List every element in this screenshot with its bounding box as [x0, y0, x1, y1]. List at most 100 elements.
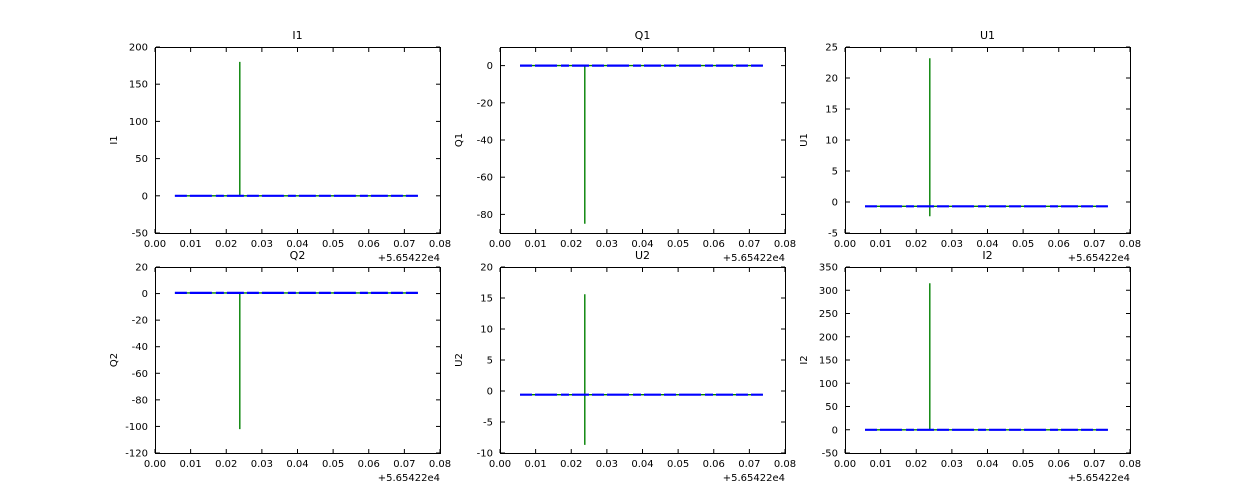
y-tick-label: 0 — [487, 61, 493, 72]
x-tick-label: 0.02 — [905, 459, 927, 470]
x-tick-label: 0.08 — [429, 459, 451, 470]
y-tick-label: -120 — [125, 449, 148, 460]
y-tick-label: -20 — [477, 98, 493, 109]
y-tick-label: 0 — [142, 289, 148, 300]
x-tick-label: 0.00 — [834, 239, 856, 250]
y-tick-label: 50 — [825, 402, 838, 413]
x-tick-label: 0.04 — [631, 239, 653, 250]
x-tick-label: 0.00 — [489, 459, 511, 470]
x-offset-label: +5.65422e4 — [1068, 473, 1130, 484]
x-offset-label: +5.65422e4 — [378, 473, 440, 484]
x-tick-label: 0.06 — [358, 459, 380, 470]
x-tick-label: 0.03 — [596, 459, 618, 470]
plot-title-i1: I1 — [292, 29, 302, 42]
y-tick-label: 0 — [832, 198, 838, 209]
y-tick-label: 150 — [819, 356, 838, 367]
x-tick-label: 0.08 — [774, 459, 796, 470]
y-tick-label: 10 — [480, 325, 493, 336]
y-tick-label: 250 — [819, 309, 838, 320]
y-tick-label: -80 — [477, 210, 493, 221]
x-tick-label: 0.00 — [834, 459, 856, 470]
x-tick-label: 0.07 — [393, 239, 415, 250]
x-tick-label: 0.01 — [179, 459, 201, 470]
y-tick-label: 50 — [135, 154, 148, 165]
y-tick-label: 200 — [129, 43, 148, 54]
y-tick-label: 200 — [819, 332, 838, 343]
x-tick-label: 0.01 — [869, 459, 891, 470]
x-tick-label: 0.00 — [489, 239, 511, 250]
y-tick-label: 100 — [129, 117, 148, 128]
x-tick-label: 0.03 — [251, 239, 273, 250]
y-axis-label-q2: Q2 — [109, 353, 120, 367]
x-tick-label: 0.02 — [560, 239, 582, 250]
x-offset-label: +5.65422e4 — [723, 473, 785, 484]
subplot-q1: 0.00 0.01 0.02 0.03 0.04 0.05 0.06 0.07 0.08 -80 -… — [454, 29, 796, 264]
x-tick-label: 0.06 — [1048, 459, 1070, 470]
model-line-i2 — [865, 283, 1108, 431]
plot-border-u1 — [845, 47, 1131, 234]
plot-border-q1 — [500, 47, 786, 234]
x-tick-label: 0.07 — [738, 239, 760, 250]
x-tick-label: 0.04 — [286, 239, 308, 250]
x-tick-label: 0.01 — [524, 459, 546, 470]
x-tick-label: 0.03 — [596, 239, 618, 250]
y-tick-label: 15 — [480, 294, 493, 305]
y-tick-label: 300 — [819, 286, 838, 297]
subplot-i1: 0.00 0.01 0.02 0.03 0.04 0.05 0.06 0.07 0.08 -50 0… — [109, 29, 451, 264]
y-tick-label: 15 — [825, 105, 838, 116]
y-tick-label: 20 — [135, 263, 148, 274]
x-tick-label: 0.05 — [1012, 459, 1034, 470]
x-tick-label: 0.05 — [322, 239, 344, 250]
subplot-i2: 0.00 0.01 0.02 0.03 0.04 0.05 0.06 0.07 0.08 -50 0… — [799, 249, 1141, 484]
y-axis-label-i1: I1 — [109, 135, 120, 144]
x-tick-label: 0.04 — [976, 239, 998, 250]
x-offset-label: +5.65422e4 — [378, 253, 440, 264]
x-tick-label: 0.02 — [215, 459, 237, 470]
model-line-u2 — [520, 294, 763, 445]
x-tick-label: 0.05 — [667, 459, 689, 470]
x-tick-label: 0.07 — [738, 459, 760, 470]
x-tick-label: 0.04 — [631, 459, 653, 470]
x-offset-label: +5.65422e4 — [723, 253, 785, 264]
x-offset-label: +5.65422e4 — [1068, 253, 1130, 264]
x-tick-label: 0.05 — [1012, 239, 1034, 250]
y-tick-label: -50 — [822, 449, 838, 460]
subplot-u1: 0.00 0.01 0.02 0.03 0.04 0.05 0.06 0.07 0.08 -5 0 5… — [799, 29, 1141, 264]
plot-border-i2 — [845, 267, 1131, 454]
x-tick-label: 0.08 — [429, 239, 451, 250]
y-tick-label: 5 — [487, 356, 493, 367]
y-tick-label: 20 — [480, 263, 493, 274]
x-tick-label: 0.03 — [941, 459, 963, 470]
y-tick-label: -40 — [132, 342, 148, 353]
model-line-i1 — [174, 61, 418, 197]
y-axis-label-i2: I2 — [799, 355, 810, 364]
y-tick-label: -50 — [132, 229, 148, 240]
model-line-q1 — [520, 64, 763, 224]
y-tick-label: 0 — [142, 191, 148, 202]
plot-title-u1: U1 — [980, 29, 995, 42]
x-tick-label: 0.03 — [941, 239, 963, 250]
y-axis-label-u1: U1 — [799, 133, 810, 147]
y-tick-label: -5 — [828, 229, 838, 240]
x-tick-label: 0.06 — [703, 459, 725, 470]
x-tick-label: 0.08 — [1119, 459, 1141, 470]
y-axis-label-u2: U2 — [454, 353, 465, 367]
y-tick-label: 20 — [825, 74, 838, 85]
y-tick-label: 350 — [819, 263, 838, 274]
x-tick-label: 0.02 — [560, 459, 582, 470]
plot-border-q2 — [155, 267, 441, 454]
plot-border-i1 — [155, 47, 441, 234]
plot-title-q2: Q2 — [290, 249, 306, 262]
y-tick-label: -100 — [125, 422, 148, 433]
x-tick-label: 0.08 — [774, 239, 796, 250]
y-tick-label: -20 — [132, 316, 148, 327]
y-tick-label: -40 — [477, 136, 493, 147]
y-tick-label: 0 — [832, 425, 838, 436]
subplot-q2: 0.00 0.01 0.02 0.03 0.04 0.05 0.06 0.07 0.08 -120… — [109, 249, 451, 484]
x-tick-label: 0.07 — [1083, 239, 1105, 250]
x-tick-label: 0.00 — [144, 239, 166, 250]
y-tick-label: -60 — [477, 173, 493, 184]
x-tick-label: 0.06 — [1048, 239, 1070, 250]
